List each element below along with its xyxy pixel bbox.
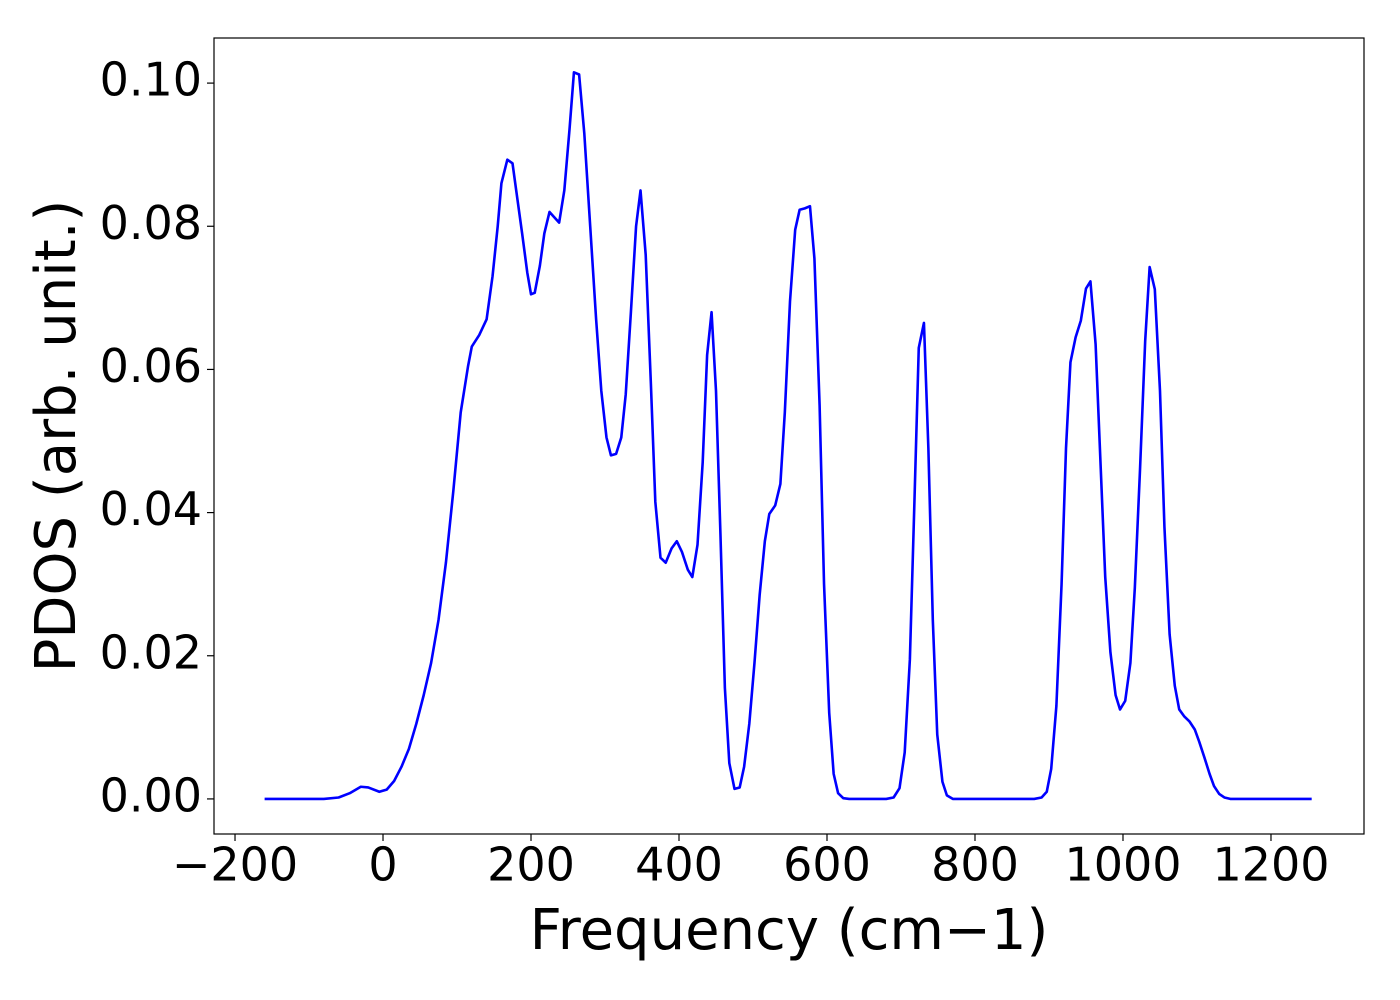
y-tick-label: 0.04 bbox=[100, 482, 202, 536]
x-tick-label: 200 bbox=[487, 838, 575, 892]
data-line bbox=[264, 71, 1312, 801]
x-tick-label: 0 bbox=[368, 838, 397, 892]
y-tick-label: 0.06 bbox=[100, 339, 202, 393]
y-tick-label: 0.08 bbox=[100, 196, 202, 250]
x-axis-label: Frequency (cm−1) bbox=[530, 898, 1049, 963]
y-tick-label: 0.02 bbox=[100, 625, 202, 679]
x-tick-label: 800 bbox=[931, 838, 1019, 892]
x-tick-label: −200 bbox=[172, 838, 298, 892]
y-tick-label: 0.10 bbox=[100, 53, 202, 107]
plot-frame bbox=[213, 37, 1365, 835]
x-tick-label: 1200 bbox=[1212, 838, 1329, 892]
x-tick-label: 400 bbox=[635, 838, 723, 892]
y-axis-label: PDOS (arb. unit.) bbox=[24, 200, 89, 673]
y-tick-label: 0.00 bbox=[100, 768, 202, 822]
x-tick-label: 600 bbox=[783, 838, 871, 892]
x-tick-label: 1000 bbox=[1064, 838, 1181, 892]
